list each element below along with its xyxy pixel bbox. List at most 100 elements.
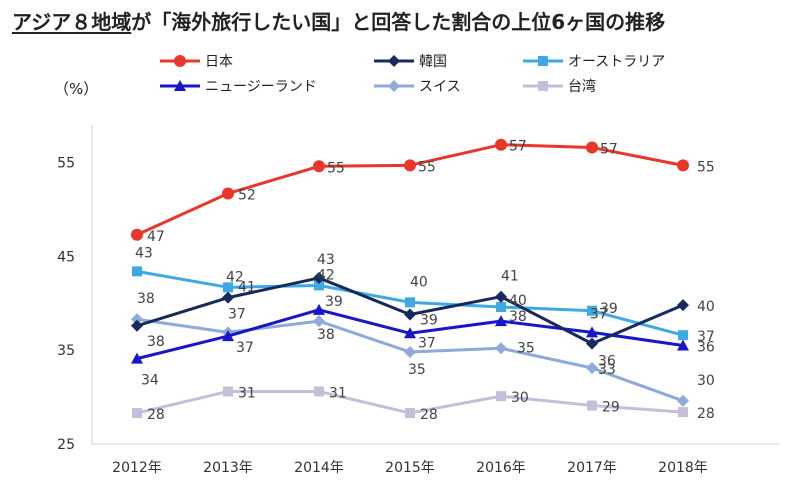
legend-item: 日本 [160,54,233,70]
data-label: 37 [418,335,436,351]
data-label: 41 [238,280,256,296]
data-label: 40 [509,293,527,309]
data-label: 35 [408,362,426,378]
data-label: 37 [590,306,608,322]
data-point [222,291,234,304]
legend-item: 台湾 [523,78,596,95]
y-tick-label: 55 [57,156,75,172]
data-point [495,290,507,303]
data-label: 43 [135,245,153,261]
data-label: 40 [410,274,428,290]
data-point [404,327,416,339]
data-label: 42 [226,269,244,285]
data-label: 52 [238,187,256,203]
data-label: 39 [600,301,618,317]
data-point [586,326,598,338]
data-point [495,138,507,151]
data-label: 42 [317,267,335,283]
data-point [677,159,689,172]
data-label: 29 [602,400,620,416]
data-point [586,362,598,375]
legend-label: 台湾 [568,78,596,95]
data-label: 28 [147,407,165,423]
data-label: 35 [517,340,535,356]
data-label: 30 [697,373,715,389]
data-label: 34 [141,373,159,389]
data-label: 31 [329,385,347,401]
data-point [313,303,325,315]
data-point [404,346,416,359]
x-tick-label: 2014年 [294,460,344,476]
data-label: 38 [509,309,527,325]
data-point [587,305,597,316]
legend-marker [388,55,400,67]
chart-title-rest: が「海外旅行したい国」と回答した割合の上位6ヶ国の推移 [131,10,666,34]
x-tick-label: 2012年 [112,460,162,476]
legend-label: スイス [419,79,461,95]
data-point [223,386,233,397]
data-label: 36 [697,339,715,355]
data-point [677,299,689,312]
data-label: 55 [327,160,345,176]
x-tick-label: 2013年 [203,460,253,476]
data-point [587,400,597,411]
data-point [314,280,324,291]
data-point [404,308,416,321]
data-point [405,408,415,419]
data-point [313,160,325,173]
y-tick-label: 25 [57,437,75,453]
data-label: 37 [228,306,246,322]
legend-marker [538,81,548,91]
data-point [313,271,325,284]
data-point [131,352,143,364]
chart-title-region: アジア８地域 [12,10,132,34]
series-2 [131,271,689,350]
data-point [222,330,234,342]
data-label: 28 [420,407,438,423]
data-label: 57 [509,139,527,155]
legend-label: ニュージーランド [205,79,317,95]
data-label: 30 [511,390,529,406]
x-tick-label: 2015年 [385,460,435,476]
x-tick-label: 2018年 [658,460,708,476]
data-point [495,315,507,327]
data-point [678,407,688,418]
data-point [495,342,507,355]
data-label: 38 [137,291,155,307]
legend-marker [174,80,186,91]
data-point [132,266,142,277]
data-point [131,313,143,326]
series-line [136,143,684,237]
data-point [677,394,689,407]
data-label: 39 [325,294,343,310]
data-label: 28 [697,406,715,422]
legend-marker [388,80,400,92]
data-label: 33 [598,362,616,378]
data-point [223,282,233,293]
y-tick-label: 45 [57,249,75,265]
legend-item: オーストラリア [523,54,665,70]
legend-item: スイス [374,79,461,95]
series-6 [132,386,688,419]
legend-label: 韓国 [419,54,447,70]
x-tick-label: 2017年 [567,460,617,476]
data-label: 43 [317,252,335,268]
data-label: 37 [697,329,715,345]
x-tick-label: 2016年 [476,460,526,476]
data-point [496,302,506,313]
y-tick-label: 35 [57,343,75,359]
legend-item: 韓国 [374,54,447,70]
series-1 [131,138,689,241]
data-label: 55 [418,159,436,175]
data-label: 40 [697,299,715,315]
data-point [132,408,142,419]
data-point [677,339,689,351]
data-point [586,337,598,350]
data-point [586,141,598,154]
data-label: 38 [317,327,335,343]
series-3 [132,266,688,341]
data-label: 47 [147,229,165,245]
data-point [222,187,234,200]
